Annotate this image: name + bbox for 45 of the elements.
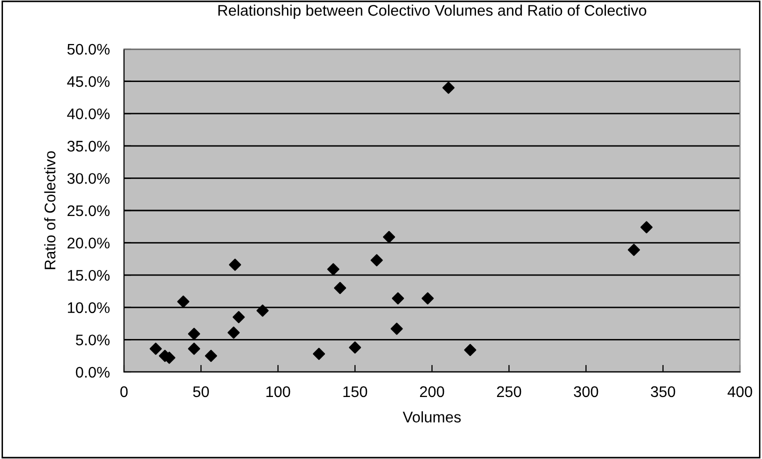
y-tick-label: 50.0% (67, 44, 110, 55)
x-tick-label: 400 (728, 386, 752, 398)
point (150, 342, 162, 355)
point (312, 348, 326, 360)
point (382, 230, 396, 244)
x-tick-label: 350 (650, 386, 676, 398)
x-axis-title: Volumes (402, 411, 461, 422)
x-tick-label: 100 (266, 386, 290, 398)
x-tick-label: 200 (420, 386, 444, 398)
x-tick-label: 150 (343, 386, 368, 398)
x-tick-label: 0 (120, 386, 128, 398)
point (188, 328, 200, 340)
point (256, 304, 269, 317)
point (348, 341, 362, 354)
point (327, 263, 340, 276)
point (188, 342, 200, 355)
y-tick-label: 15.0% (68, 270, 110, 281)
y-tick-label: 30.0% (67, 173, 110, 184)
x-tick-label: 250 (497, 386, 522, 398)
point (177, 296, 190, 308)
y-tick-label: 10.0% (68, 302, 110, 314)
point (228, 326, 240, 339)
point (390, 322, 403, 335)
point (204, 350, 218, 362)
point (334, 282, 346, 294)
x-tick-label: 50 (193, 386, 209, 398)
point (228, 258, 242, 271)
point (464, 344, 476, 356)
y-axis-title: Ratio of Colectivo (44, 151, 56, 270)
y-tick-label: 20.0% (68, 238, 110, 248)
y-tick-label: 45.0% (67, 76, 110, 87)
point (370, 254, 383, 266)
point (640, 221, 653, 234)
y-tick-label: 40.0% (67, 108, 110, 120)
point (422, 292, 434, 304)
point (392, 292, 404, 304)
y-tick-label: 5.0% (76, 334, 110, 346)
y-tick-label: 0.0% (76, 366, 110, 378)
point (628, 244, 640, 256)
chart-title: Relationship between Colectivo Volumes and Ratio of Colectivo (218, 4, 646, 19)
x-tick-label: 300 (574, 386, 598, 398)
point (232, 311, 245, 324)
y-tick-label: 25.0% (68, 205, 110, 216)
y-tick-label: 35.0% (67, 140, 110, 152)
point (442, 82, 455, 94)
